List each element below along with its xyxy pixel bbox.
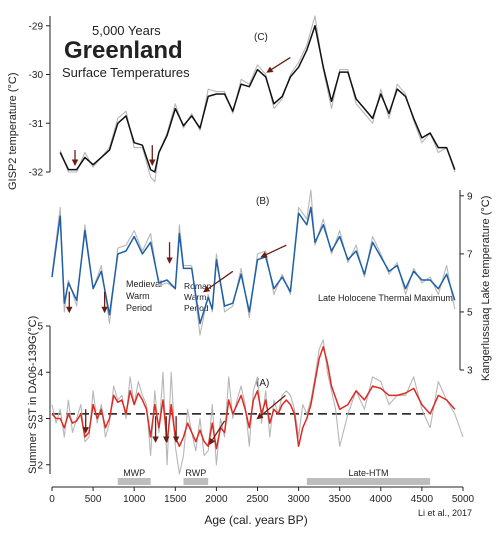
x-tick-label: 500 <box>85 494 102 505</box>
lake-axis-title: Kangerlussuaq Lake temperature (°C) <box>480 196 492 381</box>
x-tick-label: 2000 <box>205 494 228 505</box>
y-tick-label: 3 <box>467 366 473 377</box>
period-label-late-htm: Late-HTM <box>348 468 388 478</box>
annotation-arrow <box>209 420 226 446</box>
panel-a: 2 3 4 5 <box>37 322 464 475</box>
panels-layer: -29 -30 -31 -32 3 5 7 9 2 3 4 5 <box>29 15 473 475</box>
y-tick-label: 2 <box>37 460 43 471</box>
annotation-roman-line1: Roman <box>184 281 212 291</box>
panel-c-label: (C) <box>254 32 268 43</box>
annotation-medieval-line2: Warm <box>126 291 150 301</box>
y-tick-label: -30 <box>29 70 44 81</box>
y-tick-label: 5 <box>37 322 43 333</box>
raw-series-line <box>51 339 464 475</box>
x-tick-label: 4500 <box>411 494 434 505</box>
period-bar-mwp <box>117 478 151 485</box>
x-tick-label: 4000 <box>370 494 393 505</box>
x-tick-label: 3500 <box>329 494 352 505</box>
smoothed-series-line <box>51 346 456 450</box>
y-tick-label: 3 <box>37 414 43 425</box>
x-tick-label: 1000 <box>123 494 146 505</box>
y-tick-label: 4 <box>37 368 43 379</box>
x-axis-title: Age (cal. years BP) <box>204 513 307 527</box>
smoothed-series-line <box>59 24 456 173</box>
x-tick-label: 1500 <box>164 494 187 505</box>
y-tick-label: -32 <box>29 168 44 179</box>
y-tick-label: 7 <box>467 249 473 260</box>
period-label-mwp: MWP <box>123 468 145 478</box>
annotation-arrow <box>256 394 286 420</box>
annotation-medieval-line3: Period <box>126 303 152 313</box>
x-tick-label: 5000 <box>452 494 475 505</box>
panel-c: -29 -30 -31 -32 <box>29 15 456 183</box>
x-tick-label: 3000 <box>287 494 310 505</box>
y-tick-label: -31 <box>29 119 44 130</box>
period-bar-late-htm <box>306 478 431 485</box>
annotation-medieval-line1: Medieval <box>126 279 162 289</box>
period-label-rwp: RWP <box>185 468 206 478</box>
sst-axis-title: Summer SST in DA06-139G(°C) <box>27 316 39 474</box>
annotation-arrow <box>203 270 234 293</box>
figure-main-title: Greenland <box>64 37 183 64</box>
figure-years-label: 5,000 Years <box>92 23 161 38</box>
x-tick-label: 2500 <box>246 494 269 505</box>
x-tick-label: 0 <box>49 494 55 505</box>
annotation-arrow <box>266 56 291 73</box>
raw-series-line <box>59 15 456 183</box>
gisp2-axis-title: GISP2 temperature (°C) <box>7 73 19 191</box>
figure-subtitle: Surface Temperatures <box>62 65 190 80</box>
panel-b-label: (B) <box>256 196 269 207</box>
y-tick-label: 9 <box>467 191 473 202</box>
annotation-late-htm: Late Holocene Thermal Maximum <box>318 293 453 303</box>
period-bar-rwp <box>183 478 209 485</box>
smoothed-series-line <box>51 206 456 325</box>
raw-series-line <box>51 189 456 336</box>
figure-credit: Li et al., 2017 <box>418 508 472 518</box>
bottom-axis-layer: MWP RWP Late-HTM 0 500 1000 1500 2000 2500 3000 35… <box>49 468 474 505</box>
panel-b: 3 5 7 9 <box>51 189 473 377</box>
annotation-arrow <box>260 244 287 258</box>
panel-a-label: (A) <box>256 378 269 389</box>
y-tick-label: 5 <box>467 307 473 318</box>
y-tick-label: -29 <box>29 21 44 32</box>
